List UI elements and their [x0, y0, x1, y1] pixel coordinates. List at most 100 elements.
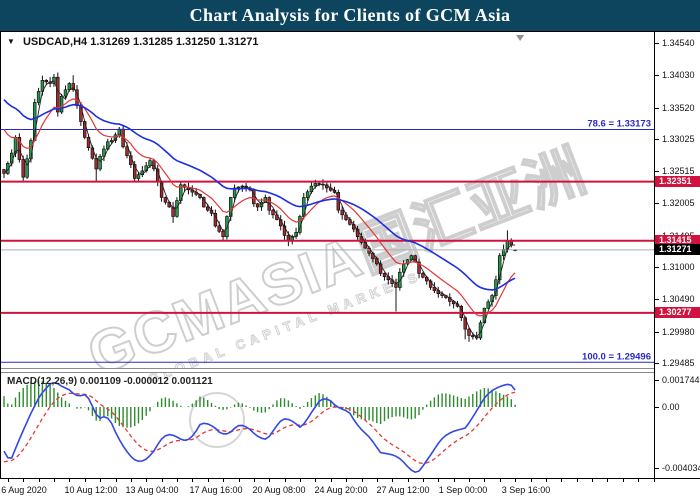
macd-indicator-svg[interactable]: [1, 373, 654, 478]
time-tick: [392, 479, 393, 482]
time-tick: [300, 479, 301, 482]
panel-divider[interactable]: [1, 368, 654, 373]
price-tick-label: 1.32515: [662, 166, 695, 176]
time-tick: [239, 479, 240, 482]
svg-text:78.6 = 1.33173: 78.6 = 1.33173: [587, 119, 651, 130]
price-tick: [655, 363, 659, 364]
time-tick: [315, 479, 316, 482]
time-tick: [208, 479, 209, 482]
macd-tick: [655, 380, 659, 381]
time-tick-label: 1 Sep 00:00: [438, 485, 488, 495]
ma-blue-line: [3, 99, 516, 291]
macd-histogram: [3, 380, 516, 428]
time-tick: [23, 479, 24, 482]
price-tick: [655, 299, 659, 300]
price-tick-label: 1.33520: [662, 103, 695, 113]
time-tick: [561, 479, 562, 482]
price-level-badge: 1.31271: [655, 244, 700, 255]
title-bar: Chart Analysis for Clients of GCM Asia: [0, 0, 700, 32]
time-tick: [346, 479, 347, 482]
time-tick-label: 3 Sep 16:00: [501, 485, 551, 495]
macd-tick: [655, 468, 659, 469]
time-tick: [438, 479, 439, 482]
price-tick: [655, 43, 659, 44]
time-tick: [100, 479, 101, 482]
macd-main-line: [3, 381, 516, 474]
time-tick: [484, 479, 485, 482]
price-level-badge: 1.32351: [655, 176, 700, 187]
time-tick: [54, 479, 55, 482]
price-tick-label: 1.34540: [662, 38, 695, 48]
time-tick: [8, 479, 9, 482]
macd-tick-label: 0.001744: [662, 375, 700, 385]
main-chart-svg[interactable]: 78.6 = 1.33173 100.0 = 1.29496: [1, 32, 654, 368]
macd-signal-line: [3, 391, 516, 465]
time-tick-label: 13 Aug 04:00: [125, 485, 179, 495]
time-tick: [408, 479, 409, 482]
ma-fast-black-line: [3, 80, 516, 338]
candles: [2, 72, 517, 342]
price-axis[interactable]: 1.34540 1.34030 1.33520 1.33025 1.32515 1.320…: [655, 32, 700, 478]
time-tick: [285, 479, 286, 482]
time-tick: [362, 479, 363, 482]
symbol-timeframe-label: USDCAD,H4: [22, 36, 88, 48]
price-tick: [655, 267, 659, 268]
time-tick: [177, 479, 178, 482]
time-tick-label: 20 Aug 08:00: [252, 485, 306, 495]
svg-text:100.0 = 1.29496: 100.0 = 1.29496: [582, 351, 651, 362]
price-tick-label: 1.33025: [662, 134, 695, 144]
time-tick: [223, 479, 224, 482]
price-tick: [655, 108, 659, 109]
price-tick-label: 1.34030: [662, 70, 695, 80]
price-tick-label: 1.32005: [662, 198, 695, 208]
price-tick: [655, 332, 659, 333]
price-tick: [655, 203, 659, 204]
time-tick: [546, 479, 547, 482]
last-bar-marker-icon: [516, 35, 525, 41]
price-level-badge: 1.31415: [655, 235, 700, 246]
time-tick: [607, 479, 608, 482]
time-tick: [469, 479, 470, 482]
time-tick: [377, 479, 378, 482]
ohlc-values: 1.31269 1.31285 1.31250 1.31271: [90, 36, 259, 48]
time-tick: [577, 479, 578, 482]
time-tick: [423, 479, 424, 482]
time-tick: [39, 479, 40, 482]
time-tick: [116, 479, 117, 482]
time-tick: [146, 479, 147, 482]
page-title: Chart Analysis for Clients of GCM Asia: [189, 5, 511, 25]
price-tick-label: 1.29485: [662, 358, 695, 368]
time-tick: [162, 479, 163, 482]
time-tick-label: 10 Aug 12:00: [64, 485, 118, 495]
time-tick: [85, 479, 86, 482]
macd-tick: [655, 407, 659, 408]
time-tick: [254, 479, 255, 482]
symbol-dropdown-icon[interactable]: ▼: [7, 37, 15, 46]
plot-area[interactable]: GCMASIA国汇亚洲 GLOBAL CAPITAL MARKETS 78.6 …: [0, 32, 655, 478]
time-tick: [638, 479, 639, 482]
time-tick: [269, 479, 270, 482]
time-tick-label: 24 Aug 20:00: [314, 485, 368, 495]
price-tick-label: 1.30490: [662, 294, 695, 304]
price-tick-label: 1.31000: [662, 262, 695, 272]
price-tick-label: 1.29980: [662, 327, 695, 337]
price-tick: [655, 171, 659, 172]
time-tick: [623, 479, 624, 482]
time-tick: [69, 479, 70, 482]
price-level-badge: 1.30277: [655, 307, 700, 318]
ma-red-line: [3, 98, 516, 317]
time-tick: [131, 479, 132, 482]
time-tick: [192, 479, 193, 482]
time-tick: [500, 479, 501, 482]
time-tick-label: 17 Aug 16:00: [189, 485, 243, 495]
resistance-lines[interactable]: [1, 180, 654, 314]
time-tick: [654, 479, 655, 482]
price-tick: [655, 75, 659, 76]
symbol-header: ▼ USDCAD,H4 1.31269 1.31285 1.31250 1.31…: [7, 36, 258, 48]
time-axis[interactable]: 6 Aug 2020 10 Aug 12:00 13 Aug 04:00 17 Aug…: [0, 478, 700, 500]
macd-tick-label: 0.00: [662, 402, 680, 412]
fibonacci-lines[interactable]: 78.6 = 1.33173 100.0 = 1.29496: [1, 119, 654, 363]
time-tick-label: 6 Aug 2020: [1, 485, 47, 495]
time-tick: [531, 479, 532, 482]
